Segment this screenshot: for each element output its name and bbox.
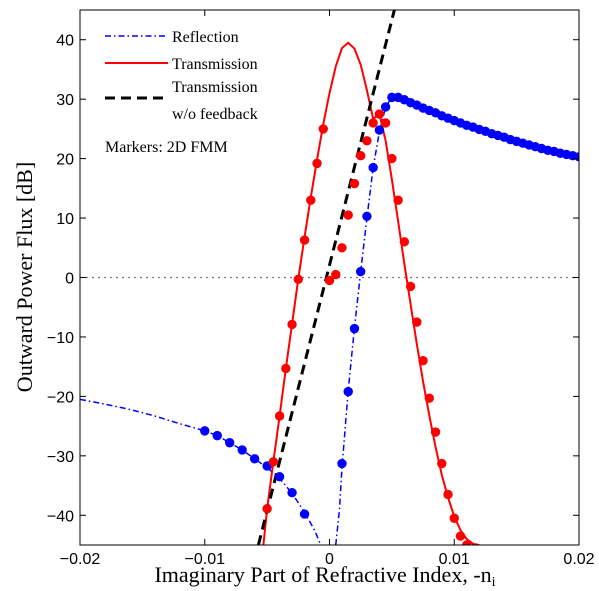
axis-layer: −0.02 −0.01 0 0.01 0.02 −40 −30 −20 −10 0 10 20 30 40 (47, 10, 595, 568)
legend: Reflection Transmission Transmission w/o… (105, 29, 258, 156)
series-marker-1 (324, 275, 335, 286)
x-axis-title: Imaginary Part of Refractive Index, -ni (154, 562, 495, 590)
series-marker-1 (287, 319, 297, 330)
series-marker-0 (355, 266, 366, 277)
y-tick-label: −20 (47, 389, 74, 406)
series-marker-1 (355, 150, 366, 161)
y-tick-label: 30 (56, 92, 74, 109)
series-marker-1 (399, 237, 410, 247)
series-marker-0 (380, 102, 391, 112)
legend-note: Markers: 2D FMM (105, 139, 228, 156)
series-marker-0 (225, 438, 235, 448)
x-tick-label: −0.01 (185, 551, 226, 568)
series-marker-0 (274, 471, 285, 482)
series-marker-1 (387, 153, 397, 164)
series-marker-1 (443, 489, 453, 500)
x-tick-label: −0.02 (60, 551, 101, 568)
series-marker-0 (212, 430, 222, 441)
series-marker-1 (293, 274, 304, 284)
series-marker-0 (362, 211, 372, 221)
series-marker-1 (268, 457, 279, 467)
series-marker-1 (449, 513, 459, 523)
x-tick-label: 0 (325, 551, 334, 568)
series-marker-1 (299, 235, 310, 245)
x-axis-title-subscript: i (492, 575, 496, 590)
y-tick-label: 0 (65, 271, 74, 288)
series-marker-1 (418, 356, 428, 366)
y-axis-title: Outward Power Flux [dB] (12, 162, 37, 392)
series-marker-1 (412, 317, 422, 327)
series-marker-1 (405, 281, 416, 292)
series-marker-1 (312, 158, 322, 169)
y-tick-label: 20 (56, 152, 74, 169)
series-marker-1 (368, 118, 378, 128)
marker-layer (200, 92, 579, 545)
series-marker-0 (374, 125, 385, 135)
x-tick-label: 0.02 (563, 551, 594, 568)
series-marker-0 (368, 162, 378, 173)
series-marker-1 (318, 124, 328, 134)
series-marker-1 (437, 458, 447, 469)
series-marker-1 (455, 531, 466, 541)
legend-label-no-feedback-line1: Transmission (172, 79, 258, 96)
legend-label-transmission: Transmission (172, 56, 258, 73)
series-marker-1 (393, 195, 403, 205)
x-tick-label: 0.01 (439, 551, 470, 568)
y-tick-label: −30 (47, 449, 74, 466)
x-axis-title-main: Imaginary Part of Refractive Index, -n (154, 562, 491, 587)
series-marker-0 (237, 445, 247, 455)
series-marker-1 (281, 363, 291, 374)
series-marker-1 (374, 109, 385, 119)
series-marker-1 (362, 136, 372, 146)
series-marker-0 (337, 458, 347, 469)
legend-label-no-feedback-line2: w/o feedback (172, 106, 258, 123)
legend-label-reflection: Reflection (172, 29, 239, 46)
series-line-0 (80, 398, 322, 545)
series-marker-1 (424, 393, 434, 403)
series-marker-1 (380, 118, 391, 128)
series-marker-0 (299, 509, 310, 519)
series-marker-1 (349, 178, 360, 189)
series-marker-0 (343, 386, 353, 397)
series-marker-1 (274, 411, 285, 421)
series-marker-1 (430, 427, 441, 437)
y-tick-label: −40 (47, 508, 74, 525)
series-marker-1 (306, 195, 316, 205)
y-tick-label: −10 (47, 330, 74, 347)
y-tick-label: 10 (56, 211, 74, 228)
series-marker-0 (200, 426, 210, 436)
series-marker-0 (349, 323, 360, 334)
series-marker-1 (343, 210, 353, 220)
series-marker-1 (262, 504, 272, 514)
series-marker-0 (249, 454, 260, 464)
series-marker-0 (287, 487, 297, 498)
y-tick-label: 40 (56, 33, 74, 50)
series-marker-1 (337, 243, 347, 253)
series-marker-1 (331, 269, 341, 280)
